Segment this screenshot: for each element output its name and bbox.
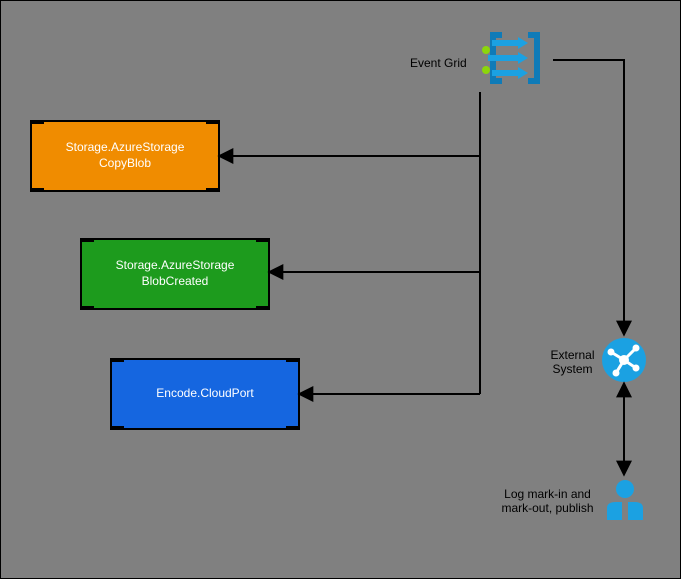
external-system-icon xyxy=(602,338,646,382)
user-icon xyxy=(604,478,646,520)
user-label: Log mark-in andmark-out, publish xyxy=(495,487,600,515)
node-label: Encode.CloudPort xyxy=(138,386,271,402)
eventgrid-icon xyxy=(480,28,550,88)
node-storage-blobcreated: Storage.AzureStorageBlobCreated xyxy=(80,238,270,310)
node-label: Storage.AzureStorageCopyBlob xyxy=(48,140,203,171)
external-system-label: ExternalSystem xyxy=(545,348,600,376)
node-label: Storage.AzureStorageBlobCreated xyxy=(98,258,253,289)
node-storage-copyblob: Storage.AzureStorageCopyBlob xyxy=(30,120,220,192)
node-encode-cloudport: Encode.CloudPort xyxy=(110,358,300,430)
eventgrid-label: Event Grid xyxy=(410,56,467,70)
